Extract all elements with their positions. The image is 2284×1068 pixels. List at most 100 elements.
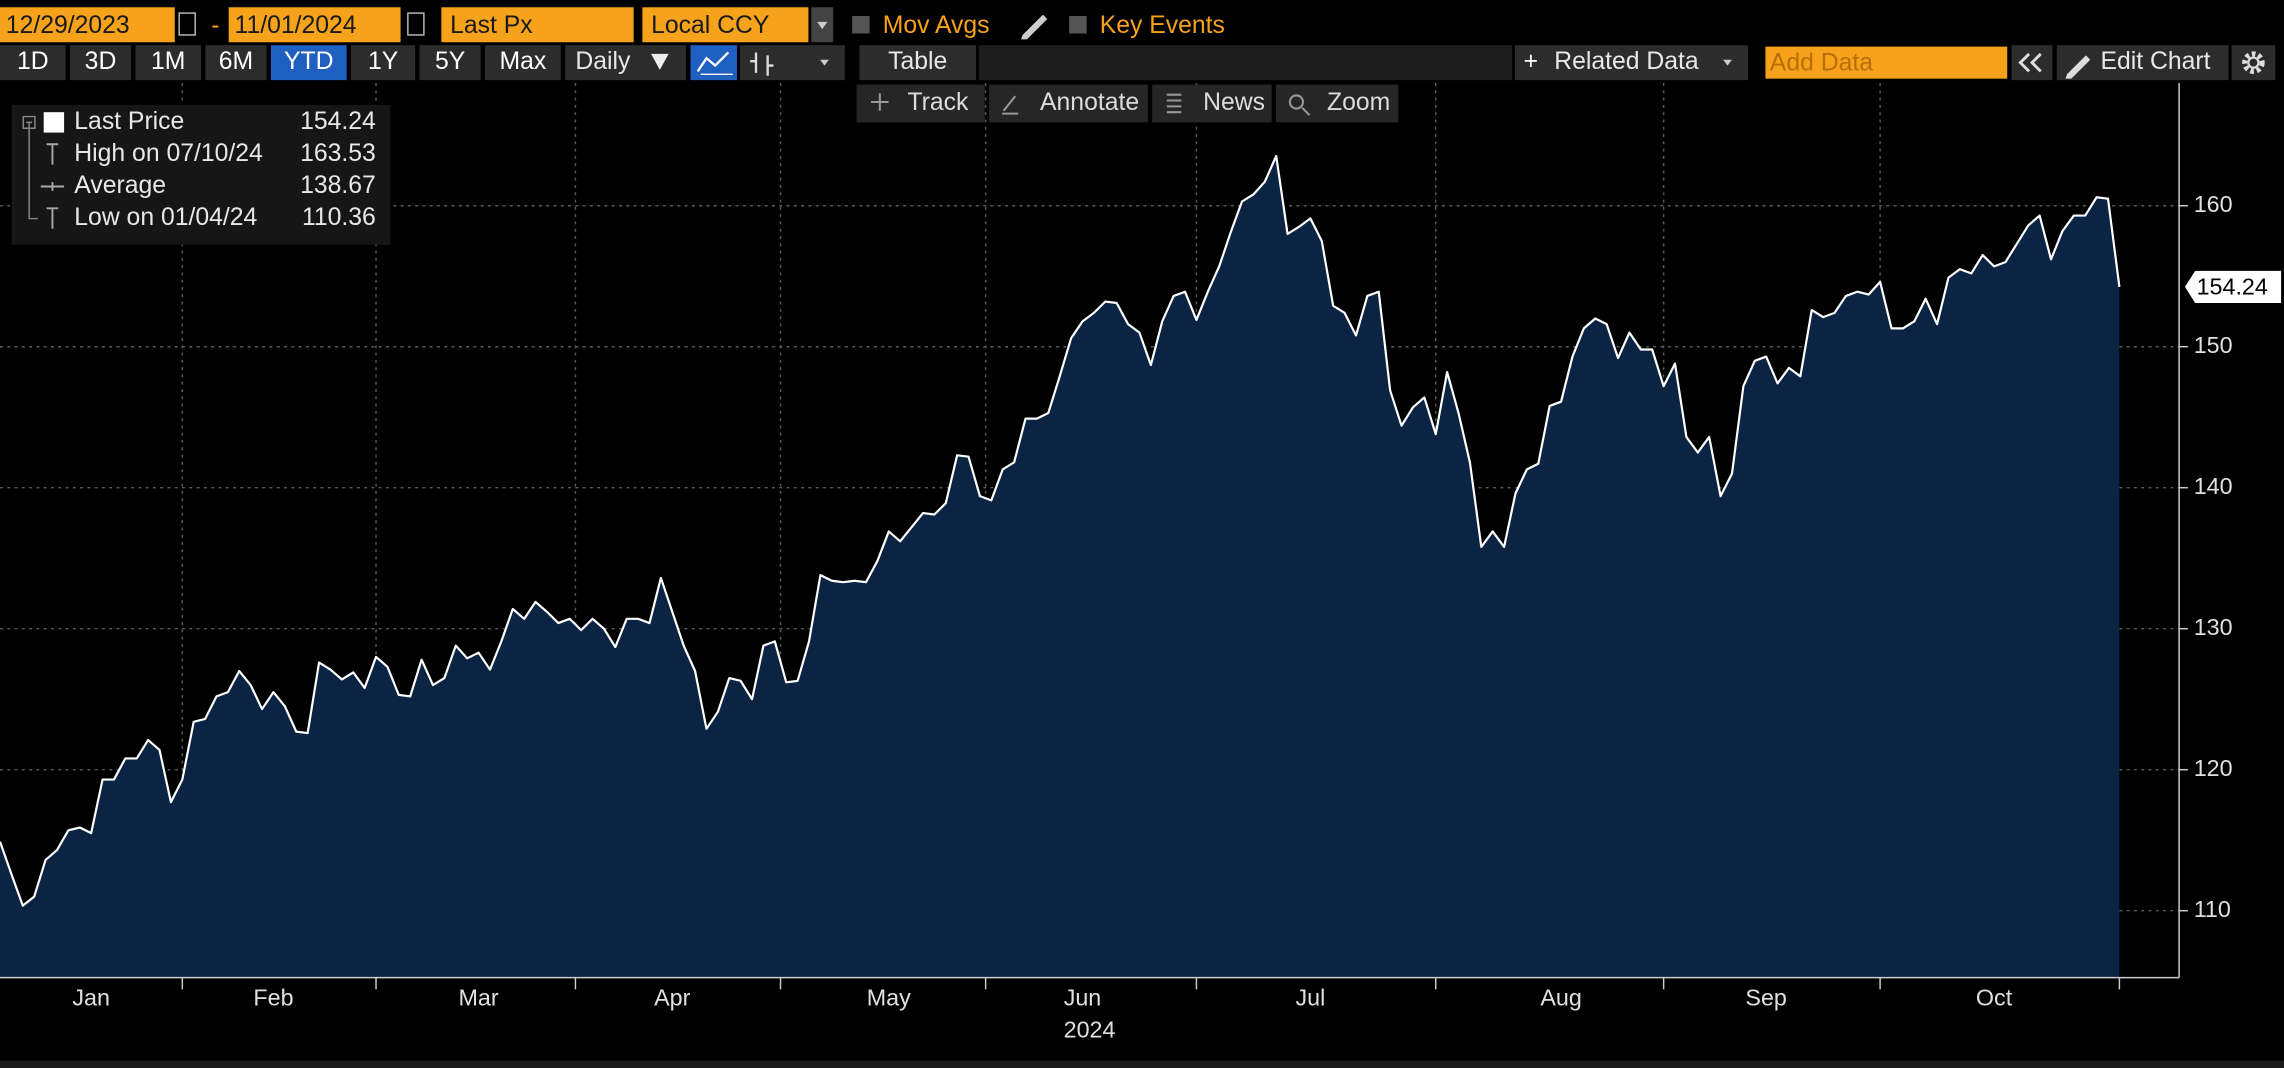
legend-swatch [43, 112, 65, 133]
dropdown-arrow [817, 21, 828, 30]
bottom-bar [0, 1060, 2284, 1068]
period-button[interactable] [270, 45, 347, 81]
legend-value: 138.67 [300, 172, 376, 199]
currency: Local CCY [651, 12, 769, 39]
legend-value: 154.24 [300, 108, 376, 135]
period-label: 5Y [435, 48, 465, 75]
legend-icon [46, 143, 59, 165]
legend-label: High on 07/10/24 [74, 140, 263, 167]
bar-chart-button[interactable] [739, 45, 845, 81]
dropdown-arrow [820, 59, 829, 66]
period-label: 6M [219, 48, 253, 75]
pencil-icon [2065, 55, 2091, 79]
x-tick-label: Feb [253, 985, 293, 1011]
period-label: 3D [85, 48, 117, 75]
legend-icon [40, 182, 65, 191]
y-tick-label: 160 [2194, 191, 2233, 217]
tool-button[interactable] [1276, 84, 1399, 123]
tool-icon [1288, 94, 1304, 110]
y-tick-label: 110 [2194, 896, 2231, 922]
x-tick-label: Jun [1064, 985, 1102, 1011]
pencil-icon[interactable] [1021, 14, 1048, 40]
period-button[interactable] [0, 45, 66, 81]
mov-avgs-checkbox[interactable] [852, 16, 870, 34]
gear-icon [2247, 56, 2260, 69]
x-tick-label: May [867, 985, 911, 1011]
legend-tree [22, 115, 38, 220]
x-tick-label: Sep [1745, 985, 1786, 1011]
y-tick-label: 130 [2194, 614, 2233, 640]
date-separator: - [211, 12, 219, 39]
x-axis-label: 2024 [1064, 1017, 1116, 1043]
legend-label: Low on 01/04/24 [74, 204, 257, 231]
y-tick-label: 140 [2194, 473, 2233, 499]
related-data: Related Data [1554, 48, 1699, 75]
period-label: 1D [17, 48, 49, 75]
period-label: 1M [151, 48, 185, 75]
tool-label: Track [907, 89, 969, 116]
x-tick-label: Aug [1540, 985, 1581, 1011]
collapse-icon [2018, 52, 2042, 73]
start-date-input[interactable] [0, 7, 175, 43]
add-data-input[interactable] [1765, 46, 2008, 79]
legend-box [11, 104, 391, 245]
gear-icon [2242, 51, 2265, 74]
tool-label: Annotate [1040, 89, 1139, 116]
period-button[interactable] [351, 45, 416, 81]
tool-icon [1166, 93, 1182, 114]
key-events-checkbox[interactable] [1069, 16, 1087, 34]
y-tick-label: 120 [2194, 755, 2233, 781]
price-line [0, 154, 2121, 907]
legend-value: 110.36 [302, 204, 376, 231]
x-tick-label: Oct [1976, 985, 2013, 1011]
period-button[interactable] [205, 45, 267, 81]
period-label: YTD [284, 48, 333, 75]
settings-button[interactable] [2231, 45, 2276, 81]
field: Last Px [450, 12, 533, 39]
dropdown-arrow [1723, 59, 1732, 66]
calendar-icon[interactable] [178, 12, 196, 36]
key-events[interactable]: Key Events [1100, 12, 1225, 39]
tool-button[interactable] [1152, 84, 1272, 123]
table: Table [888, 48, 947, 75]
x-tick-label: Apr [654, 985, 690, 1011]
field-input[interactable] [441, 7, 634, 43]
period-label: Max [500, 48, 547, 75]
x-tick-label: Mar [459, 985, 499, 1011]
mov-avgs[interactable]: Mov Avgs [883, 12, 990, 39]
tool-icon [1002, 95, 1019, 115]
currency-input[interactable] [642, 7, 809, 43]
tool-button[interactable] [989, 84, 1148, 123]
table-button[interactable] [859, 45, 976, 81]
frequency: Daily [575, 48, 631, 75]
legend-icon [46, 207, 59, 229]
x-tick-label: Jul [1295, 985, 1325, 1011]
end-date: 11/01/2024 [235, 12, 357, 39]
tool-label: Zoom [1327, 89, 1390, 116]
edit-chart: Edit Chart [2100, 48, 2210, 75]
legend-label: Last Price [74, 108, 184, 135]
period-label: 1Y [368, 48, 398, 75]
period-button[interactable] [419, 45, 481, 81]
x-tick-label: Jan [72, 985, 110, 1011]
start-date: 12/29/2023 [6, 12, 130, 39]
tool-icon [1301, 107, 1311, 116]
dropdown-arrow [651, 53, 669, 70]
tool-icon [871, 93, 889, 111]
frequency-button[interactable] [565, 45, 687, 81]
last-price-tag [2184, 270, 2282, 303]
calendar-icon[interactable] [407, 12, 425, 36]
period-button[interactable] [69, 45, 132, 81]
tool-button[interactable] [856, 84, 985, 123]
add-data: Add Data [1770, 50, 1873, 77]
related-data-button[interactable] [1514, 45, 1748, 81]
end-date-input[interactable] [228, 7, 401, 43]
period-button[interactable] [485, 45, 561, 81]
legend-value: 163.53 [300, 140, 376, 167]
line-chart-icon [696, 51, 730, 73]
area [0, 155, 2120, 978]
period-button[interactable] [135, 45, 202, 81]
last-price-label: 154.24 [2197, 274, 2268, 300]
